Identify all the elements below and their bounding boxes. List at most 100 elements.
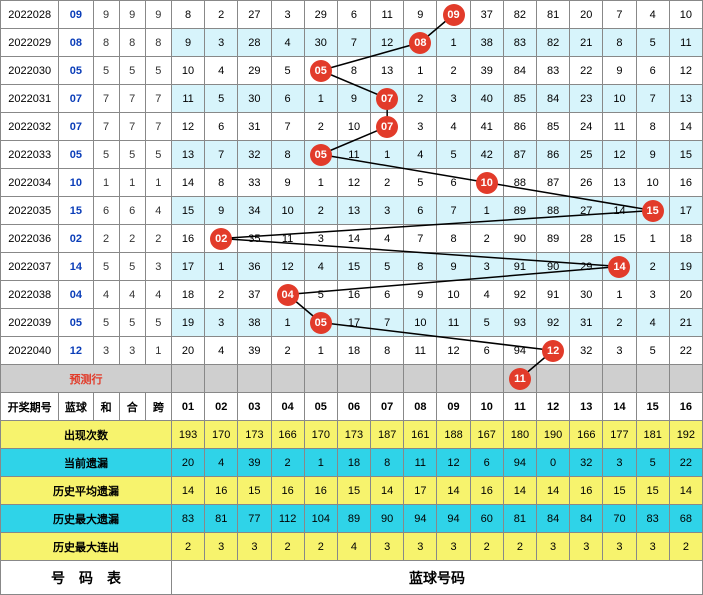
header-num: 13 [570, 393, 603, 421]
period-cell: 2022036 [1, 225, 59, 253]
trend-cell: 87 [537, 169, 570, 197]
data-row: 2022031077771153061907234085842310713 [1, 85, 703, 113]
predict-row: 预测行11 [1, 365, 703, 393]
trend-cell: 27 [570, 197, 603, 225]
stat-cell: 32 [570, 449, 603, 477]
stat-cell: 20 [171, 449, 204, 477]
stat-cell: 166 [570, 421, 603, 449]
trend-cell: 31 [570, 309, 603, 337]
trend-cell: 4 [437, 113, 470, 141]
trend-cell: 04 [271, 281, 304, 309]
trend-cell: 82 [503, 1, 536, 29]
trend-cell: 9 [404, 1, 437, 29]
footer-right: 蓝球号码 [171, 561, 702, 595]
stat-cell: 181 [636, 421, 669, 449]
period-cell: 2022030 [1, 57, 59, 85]
trend-cell: 91 [503, 253, 536, 281]
stat-cell: 14 [171, 477, 204, 505]
trend-cell: 18 [171, 281, 204, 309]
trend-cell: 37 [238, 281, 271, 309]
hit-ball: 05 [310, 144, 332, 166]
trend-cell: 29 [570, 253, 603, 281]
trend-cell: 89 [503, 197, 536, 225]
stat-cell: 89 [337, 505, 370, 533]
stat-cell: 6 [470, 449, 503, 477]
trend-cell: 9 [337, 85, 370, 113]
stat-label: 历史最大遗漏 [1, 505, 172, 533]
span-cell: 3 [145, 253, 171, 281]
predict-cell [669, 365, 702, 393]
he-cell: 5 [119, 57, 145, 85]
sum-cell: 2 [93, 225, 119, 253]
trend-cell: 1 [603, 281, 636, 309]
sum-cell: 8 [93, 29, 119, 57]
trend-cell: 02 [205, 225, 238, 253]
trend-cell: 11 [337, 141, 370, 169]
stat-cell: 16 [470, 477, 503, 505]
trend-cell: 18 [669, 225, 702, 253]
trend-cell: 10 [669, 1, 702, 29]
trend-cell: 91 [537, 281, 570, 309]
trend-cell: 6 [636, 57, 669, 85]
stat-cell: 90 [371, 505, 404, 533]
header-blue: 蓝球 [59, 393, 93, 421]
stat-cell: 39 [238, 449, 271, 477]
trend-cell: 11 [404, 337, 437, 365]
trend-cell: 2 [205, 1, 238, 29]
stat-row: 历史平均遗漏14161516161514171416141416151514 [1, 477, 703, 505]
predict-cell [337, 365, 370, 393]
span-cell: 4 [145, 197, 171, 225]
trend-cell: 10 [603, 85, 636, 113]
trend-cell: 13 [603, 169, 636, 197]
trend-cell: 1 [404, 57, 437, 85]
trend-cell: 17 [171, 253, 204, 281]
trend-cell: 4 [205, 57, 238, 85]
stat-cell: 192 [669, 421, 702, 449]
trend-cell: 7 [371, 309, 404, 337]
trend-cell: 32 [238, 141, 271, 169]
stat-cell: 190 [537, 421, 570, 449]
trend-cell: 07 [371, 85, 404, 113]
stat-cell: 188 [437, 421, 470, 449]
trend-cell: 38 [238, 309, 271, 337]
trend-cell: 21 [570, 29, 603, 57]
predict-cell [271, 365, 304, 393]
trend-cell: 23 [570, 85, 603, 113]
trend-cell: 4 [205, 337, 238, 365]
sum-cell: 5 [93, 309, 119, 337]
trend-cell: 30 [304, 29, 337, 57]
hit-ball: 10 [476, 172, 498, 194]
data-row: 2022037145531713612415589391902914219 [1, 253, 703, 281]
stat-cell: 5 [636, 449, 669, 477]
stat-cell: 104 [304, 505, 337, 533]
trend-cell: 88 [503, 169, 536, 197]
trend-cell: 24 [570, 113, 603, 141]
trend-cell: 14 [171, 169, 204, 197]
stat-cell: 22 [669, 449, 702, 477]
stat-cell: 18 [337, 449, 370, 477]
trend-cell: 13 [669, 85, 702, 113]
period-cell: 2022029 [1, 29, 59, 57]
trend-cell: 8 [603, 29, 636, 57]
trend-cell: 5 [205, 85, 238, 113]
trend-cell: 7 [404, 225, 437, 253]
stat-cell: 16 [570, 477, 603, 505]
trend-cell: 12 [271, 253, 304, 281]
hit-ball: 05 [310, 60, 332, 82]
trend-cell: 5 [636, 337, 669, 365]
trend-cell: 10 [404, 309, 437, 337]
trend-cell: 84 [503, 57, 536, 85]
stat-cell: 2 [171, 533, 204, 561]
hit-ball: 07 [376, 116, 398, 138]
stat-cell: 3 [570, 533, 603, 561]
span-cell: 5 [145, 141, 171, 169]
blue-ball-cell: 02 [59, 225, 93, 253]
trend-cell: 90 [503, 225, 536, 253]
sum-cell: 5 [93, 141, 119, 169]
stat-cell: 167 [470, 421, 503, 449]
trend-cell: 88 [537, 197, 570, 225]
he-cell: 9 [119, 1, 145, 29]
stat-cell: 177 [603, 421, 636, 449]
predict-cell [304, 365, 337, 393]
trend-cell: 1 [271, 309, 304, 337]
